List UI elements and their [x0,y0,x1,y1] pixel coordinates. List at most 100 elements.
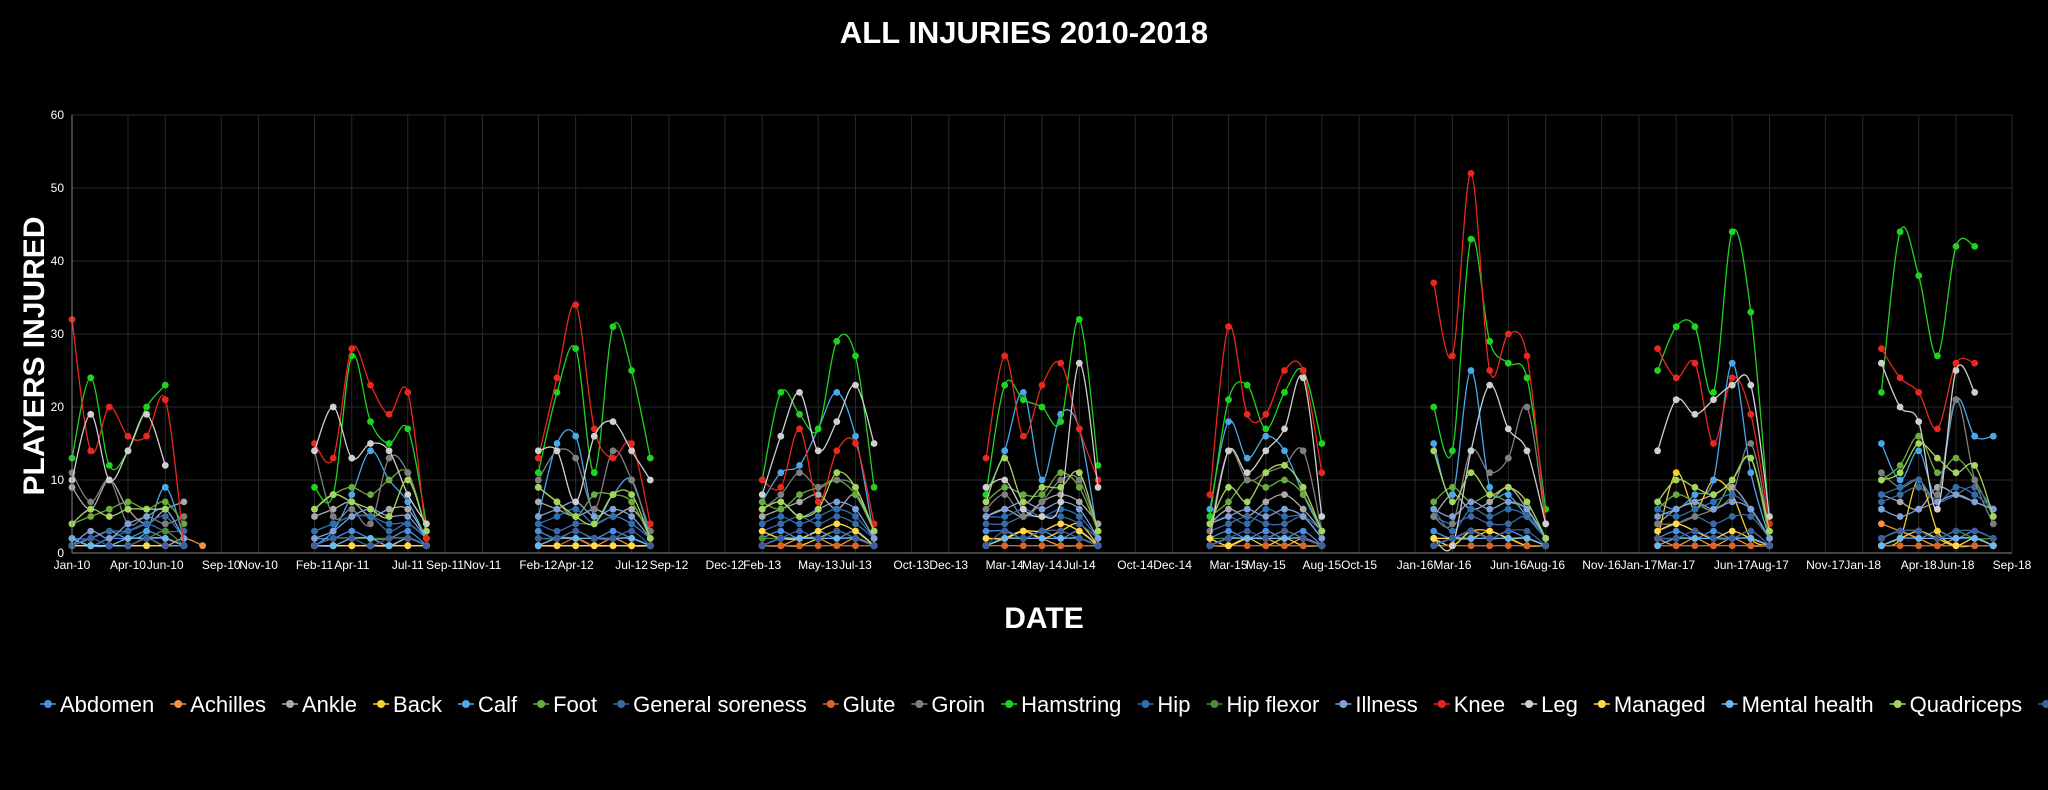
legend-item[interactable]: Foot [533,692,597,717]
legend-item[interactable]: Ankle [282,692,357,717]
data-point [572,527,580,535]
data-point [628,491,635,498]
data-point [124,535,132,542]
data-point [1915,535,1923,542]
data-point [1952,535,1960,542]
data-point [1057,513,1065,520]
legend-item[interactable]: Quadriceps [1889,692,2023,717]
data-point [1654,498,1661,506]
data-point [852,542,859,550]
data-point [404,542,412,550]
x-tick-label: Dec-13 [929,558,968,572]
data-point [329,513,337,520]
legend-label: Hip [1157,692,1190,717]
data-point [348,498,356,506]
data-point [161,505,169,513]
data-point [1952,469,1960,477]
data-point [385,520,393,528]
legend-item[interactable]: Achilles [170,692,266,717]
x-tick-label: Oct-14 [1117,558,1153,572]
data-point [404,520,412,528]
legend-item[interactable]: Glute [822,692,896,717]
data-point [609,542,617,550]
legend-label: Hamstring [1021,692,1121,717]
data-point [1019,432,1027,440]
data-point [1486,381,1494,389]
data-point [1225,505,1232,513]
data-point [982,535,990,542]
x-tick-label: Oct-13 [893,558,929,572]
data-point [1486,513,1494,520]
legend-item[interactable]: Calf [457,692,518,717]
data-point [1672,491,1680,498]
data-point [628,440,635,447]
x-tick-label: Sep-12 [650,558,689,572]
data-point [1225,418,1232,425]
legend-item[interactable]: Hip flexor [1206,692,1319,717]
data-point [1430,403,1438,411]
data-point [1038,498,1046,506]
data-point [982,513,990,520]
data-point [1243,498,1251,506]
legend-item[interactable]: Mental health [1721,692,1874,717]
data-point [1971,498,1979,506]
data-point [814,447,822,455]
legend-item[interactable]: Hip [1137,692,1190,717]
data-point [404,505,412,513]
legend-marker [1437,700,1446,708]
legend-item[interactable]: Knee [1433,692,1505,717]
data-point [1952,454,1960,462]
x-tick-label: Dec-14 [1153,558,1192,572]
data-point [367,447,374,455]
legend-item[interactable]: Groin [911,692,985,717]
data-point [1878,491,1885,498]
data-point [1672,469,1680,477]
data-point [1504,491,1512,498]
data-point [1747,542,1755,550]
data-point [1318,440,1326,447]
data-point [1747,505,1755,513]
legend-label: Achilles [190,692,266,717]
data-point [87,498,95,506]
data-point [1057,469,1065,477]
data-point [1001,505,1009,513]
legend-item[interactable]: Managed [1593,692,1706,717]
legend-item[interactable]: Leg [1521,692,1578,717]
data-point [1504,359,1512,367]
data-point [796,520,803,528]
data-point [311,483,318,491]
data-point [385,527,393,535]
legend-item[interactable]: Back [373,692,443,717]
data-point [385,447,393,455]
x-tick-label: Nov-17 [1806,558,1845,572]
legend-item[interactable]: Abdomen [40,692,154,717]
data-point [628,535,635,542]
data-point [1654,542,1661,550]
data-point [87,505,95,513]
data-point [1299,491,1307,498]
data-point [1467,498,1475,506]
data-point [1486,520,1494,528]
data-point [1672,374,1680,382]
x-tick-label: Jul-11 [392,558,424,572]
legend-label: Back [393,692,443,717]
data-point [1728,359,1736,367]
data-point [1299,367,1307,374]
data-point [534,476,542,484]
data-point [534,520,542,528]
data-point [534,542,542,550]
data-point [1896,542,1904,550]
legend-item[interactable]: Hamstring [1001,692,1121,717]
data-point [534,498,542,506]
legend-item[interactable]: Soreness [2038,692,2048,717]
data-point [1075,498,1083,506]
legend-item[interactable]: General soreness [613,692,807,717]
legend-item[interactable]: Illness [1335,692,1418,717]
data-point [1262,505,1270,513]
data-point [1878,535,1885,542]
data-point [329,454,337,462]
data-point [404,425,412,433]
data-point [553,447,561,455]
data-point [590,425,598,433]
data-point [1262,542,1270,550]
